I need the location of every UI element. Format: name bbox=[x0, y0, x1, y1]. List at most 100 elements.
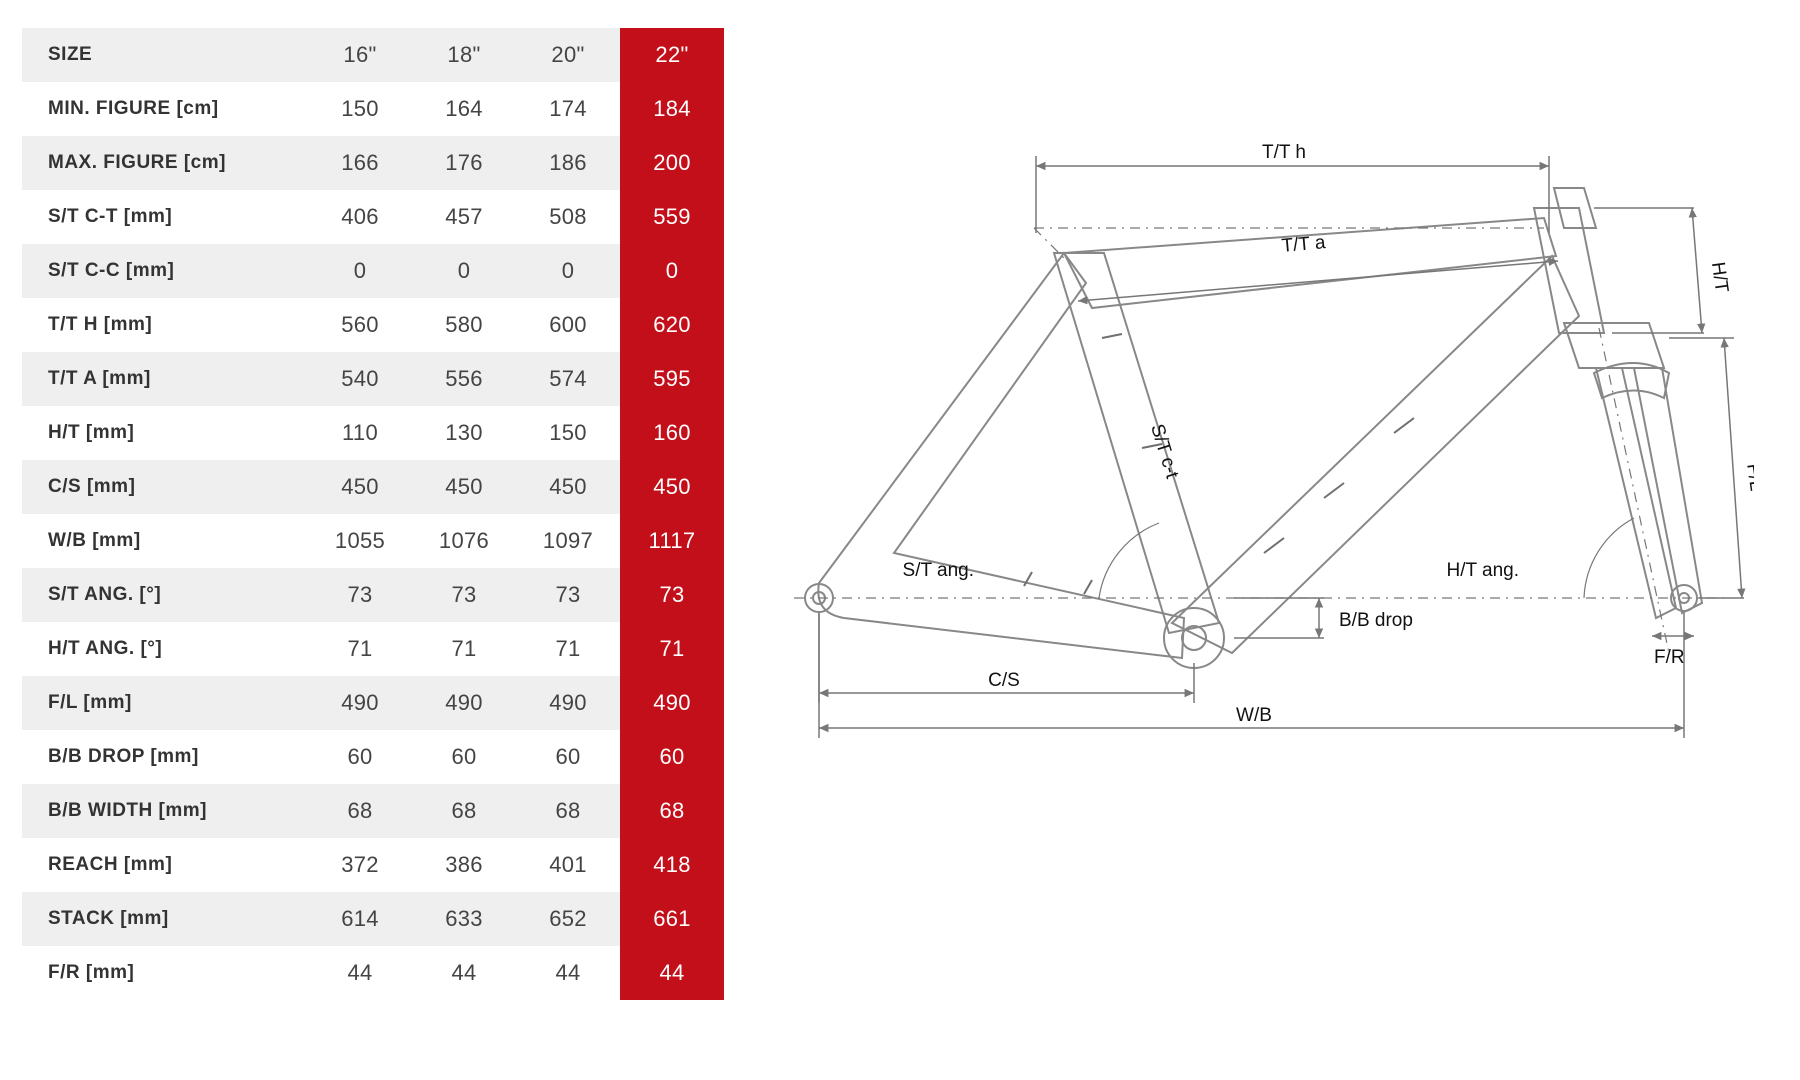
label-wb: W/B bbox=[1236, 705, 1272, 726]
geometry-cell: 457 bbox=[412, 190, 516, 244]
geometry-cell: 164 bbox=[412, 82, 516, 136]
geometry-row-label: MAX. FIGURE [cm] bbox=[22, 136, 308, 190]
label-stct: S/T c-t bbox=[1146, 422, 1183, 482]
label-cs: C/S bbox=[988, 670, 1020, 691]
geometry-cell: 22" bbox=[620, 28, 724, 82]
geometry-cell: 574 bbox=[516, 352, 620, 406]
geometry-cell: 386 bbox=[412, 838, 516, 892]
geometry-cell: 73 bbox=[412, 568, 516, 622]
geometry-row-label: REACH [mm] bbox=[22, 838, 308, 892]
label-tth: T/T h bbox=[1262, 142, 1306, 163]
geometry-cell: 614 bbox=[308, 892, 412, 946]
geometry-cell: 406 bbox=[308, 190, 412, 244]
geometry-cell: 1097 bbox=[516, 514, 620, 568]
geometry-cell: 130 bbox=[412, 406, 516, 460]
geometry-row-label: F/R [mm] bbox=[22, 946, 308, 1000]
geometry-cell: 595 bbox=[620, 352, 724, 406]
geometry-row-label: B/B WIDTH [mm] bbox=[22, 784, 308, 838]
geometry-cell: 450 bbox=[412, 460, 516, 514]
geometry-row-label: H/T ANG. [°] bbox=[22, 622, 308, 676]
label-stang: S/T ang. bbox=[903, 560, 974, 581]
geometry-cell: 1055 bbox=[308, 514, 412, 568]
geometry-cell: 1076 bbox=[412, 514, 516, 568]
geometry-cell: 20" bbox=[516, 28, 620, 82]
geometry-cell: 18" bbox=[412, 28, 516, 82]
geometry-cell: 44 bbox=[412, 946, 516, 1000]
geometry-cell: 490 bbox=[620, 676, 724, 730]
geometry-row-label: STACK [mm] bbox=[22, 892, 308, 946]
geometry-row-label: B/B DROP [mm] bbox=[22, 730, 308, 784]
label-fr: F/R bbox=[1654, 647, 1685, 668]
geometry-cell: 0 bbox=[516, 244, 620, 298]
geometry-cell: 160 bbox=[620, 406, 724, 460]
geometry-cell: 68 bbox=[308, 784, 412, 838]
geometry-cell: 44 bbox=[620, 946, 724, 1000]
geometry-row-label: S/T C-C [mm] bbox=[22, 244, 308, 298]
geometry-cell: 110 bbox=[308, 406, 412, 460]
geometry-cell: 450 bbox=[308, 460, 412, 514]
geometry-cell: 44 bbox=[516, 946, 620, 1000]
geometry-cell: 450 bbox=[516, 460, 620, 514]
geometry-cell: 540 bbox=[308, 352, 412, 406]
geometry-cell: 71 bbox=[308, 622, 412, 676]
geometry-row-label: C/S [mm] bbox=[22, 460, 308, 514]
geometry-cell: 652 bbox=[516, 892, 620, 946]
geometry-row-label: T/T H [mm] bbox=[22, 298, 308, 352]
label-htang: H/T ang. bbox=[1446, 560, 1519, 581]
geometry-cell: 71 bbox=[412, 622, 516, 676]
geometry-cell: 0 bbox=[308, 244, 412, 298]
geometry-cell: 620 bbox=[620, 298, 724, 352]
geometry-cell: 73 bbox=[308, 568, 412, 622]
geometry-table: SIZE16"18"20"22"MIN. FIGURE [cm]15016417… bbox=[22, 28, 724, 1000]
geometry-cell: 559 bbox=[620, 190, 724, 244]
geometry-cell: 0 bbox=[620, 244, 724, 298]
geometry-cell: 0 bbox=[412, 244, 516, 298]
geometry-cell: 166 bbox=[308, 136, 412, 190]
geometry-cell: 200 bbox=[620, 136, 724, 190]
geometry-row-label: F/L [mm] bbox=[22, 676, 308, 730]
geometry-cell: 556 bbox=[412, 352, 516, 406]
geometry-cell: 68 bbox=[516, 784, 620, 838]
geometry-cell: 60 bbox=[308, 730, 412, 784]
geometry-cell: 186 bbox=[516, 136, 620, 190]
geometry-cell: 44 bbox=[308, 946, 412, 1000]
geometry-cell: 60 bbox=[620, 730, 724, 784]
geometry-cell: 401 bbox=[516, 838, 620, 892]
geometry-cell: 71 bbox=[620, 622, 724, 676]
fork-shape bbox=[1554, 188, 1702, 618]
geometry-cell: 450 bbox=[620, 460, 724, 514]
geometry-cell: 73 bbox=[620, 568, 724, 622]
geometry-cell: 73 bbox=[516, 568, 620, 622]
geometry-row-label: S/T ANG. [°] bbox=[22, 568, 308, 622]
label-bbdrop: B/B drop bbox=[1339, 610, 1413, 631]
geometry-cell: 418 bbox=[620, 838, 724, 892]
frame-geometry-diagram: T/T h T/T a H/T F/L F/R bbox=[764, 78, 1754, 778]
geometry-row-label: S/T C-T [mm] bbox=[22, 190, 308, 244]
geometry-cell: 490 bbox=[412, 676, 516, 730]
geometry-cell: 71 bbox=[516, 622, 620, 676]
geometry-row-label: SIZE bbox=[22, 28, 308, 82]
geometry-cell: 184 bbox=[620, 82, 724, 136]
geometry-cell: 176 bbox=[412, 136, 516, 190]
label-fl: F/L bbox=[1742, 462, 1754, 492]
geometry-cell: 661 bbox=[620, 892, 724, 946]
label-ht: H/T bbox=[1707, 261, 1732, 295]
geometry-cell: 560 bbox=[308, 298, 412, 352]
geometry-cell: 68 bbox=[412, 784, 516, 838]
geometry-row-label: H/T [mm] bbox=[22, 406, 308, 460]
geometry-cell: 68 bbox=[620, 784, 724, 838]
geometry-cell: 508 bbox=[516, 190, 620, 244]
geometry-cell: 490 bbox=[308, 676, 412, 730]
geometry-row-label: W/B [mm] bbox=[22, 514, 308, 568]
bike-frame-shape bbox=[805, 208, 1604, 668]
geometry-cell: 580 bbox=[412, 298, 516, 352]
label-tta: T/T a bbox=[1281, 232, 1327, 257]
geometry-cell: 174 bbox=[516, 82, 620, 136]
geometry-cell: 1117 bbox=[620, 514, 724, 568]
geometry-cell: 372 bbox=[308, 838, 412, 892]
geometry-cell: 150 bbox=[516, 406, 620, 460]
geometry-cell: 60 bbox=[516, 730, 620, 784]
geometry-cell: 490 bbox=[516, 676, 620, 730]
geometry-cell: 150 bbox=[308, 82, 412, 136]
geometry-cell: 60 bbox=[412, 730, 516, 784]
